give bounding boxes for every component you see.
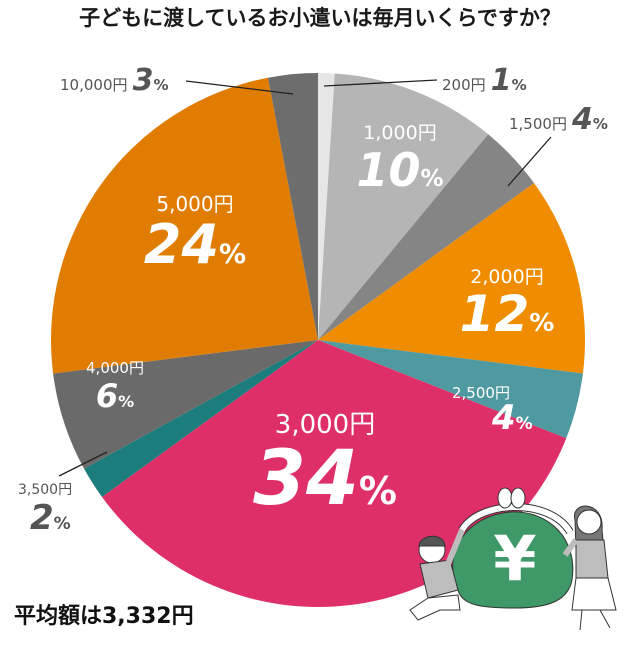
- leader-line-3500: [58, 451, 108, 477]
- leader-line-200: [323, 79, 438, 87]
- pie-slice: [318, 134, 535, 340]
- slice-label-5000: 5,000円 24%: [143, 192, 247, 276]
- slice-label-10000: 10,000円 3%: [60, 63, 169, 98]
- pie-slice: [101, 340, 567, 608]
- coin-purse-icon: ¥: [452, 487, 574, 609]
- pie-slice: [267, 73, 318, 340]
- slice-label-3000: 3,000円 34%: [253, 410, 397, 522]
- boy-figure-icon: [409, 528, 465, 621]
- pie-slices: [50, 73, 585, 608]
- slice-label-4000: 4,000円 6%: [86, 359, 144, 415]
- chart-title: 子どもに渡しているお小遣いは毎月いくらですか？: [79, 6, 561, 30]
- slice-label-2000: 2,000円 12%: [459, 266, 555, 343]
- pie-slice: [318, 73, 335, 340]
- leader-line-1500: [507, 136, 552, 187]
- slice-label-1000: 1,000円 10%: [356, 122, 444, 197]
- pie-slice: [84, 340, 318, 497]
- girl-figure-icon: [562, 505, 617, 631]
- slice-label-2500: 2,500円 4%: [452, 384, 533, 438]
- pie-slice: [50, 77, 318, 374]
- svg-text:¥: ¥: [493, 522, 536, 595]
- leader-lines: [58, 79, 552, 477]
- leader-line-10000: [185, 80, 294, 95]
- pie-slice: [318, 340, 583, 439]
- pie-slice: [318, 183, 585, 374]
- slice-label-200: 200円 1%: [442, 63, 527, 98]
- pie-slice: [53, 340, 318, 469]
- pie-slice: [318, 73, 489, 341]
- slice-label-1500: 1,500円 4%: [509, 102, 608, 137]
- average-amount: 平均額は3,332円: [14, 604, 194, 629]
- purse-illustration: ¥: [409, 487, 617, 631]
- slice-label-3500: 3,500円 2%: [18, 482, 73, 538]
